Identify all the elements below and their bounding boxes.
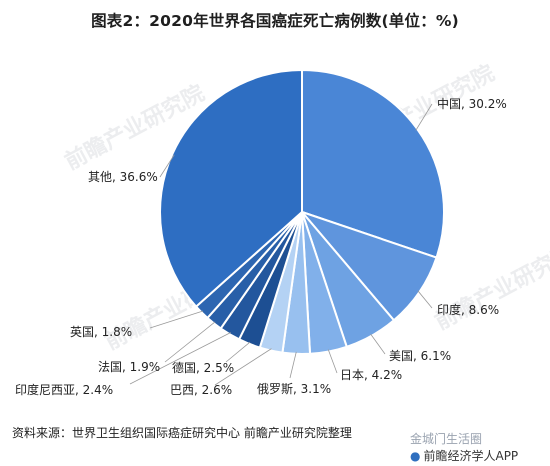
leader-line-3 bbox=[327, 349, 338, 374]
pie-slice-0 bbox=[301, 68, 445, 259]
leader-line-8 bbox=[164, 321, 216, 363]
slice-label-6: 德国, 2.5% bbox=[172, 360, 234, 375]
slice-label-3: 日本, 4.2% bbox=[340, 368, 402, 382]
app-label-text: 前瞻经济学人APP bbox=[423, 449, 519, 463]
slice-label-8: 法国, 1.9% bbox=[98, 360, 160, 374]
slice-label-2: 美国, 6.1% bbox=[389, 349, 451, 363]
pie-slices bbox=[159, 68, 445, 355]
slice-label-7: 印度尼西亚, 2.4% bbox=[15, 382, 113, 397]
source-note: 资料来源：世界卫生组织国际癌症研究中心 前瞻产业研究院整理 bbox=[12, 426, 352, 440]
leader-line-9 bbox=[149, 310, 204, 329]
leader-line-10 bbox=[159, 154, 175, 178]
leader-line-5 bbox=[214, 348, 272, 386]
chart-title: 图表2：2020年世界各国癌症死亡病例数(单位：%) bbox=[91, 12, 459, 30]
slice-label-0: 中国, 30.2% bbox=[437, 96, 507, 111]
leader-line-0 bbox=[415, 103, 433, 131]
slice-label-5: 巴西, 2.6% bbox=[170, 383, 232, 397]
app-logo-icon: ● bbox=[410, 449, 421, 463]
leader-line-6 bbox=[225, 341, 251, 363]
slice-label-9: 英国, 1.8% bbox=[70, 325, 132, 339]
bottom-watermark: 金城门生活圈 bbox=[410, 432, 483, 446]
slice-label-4: 俄罗斯, 3.1% bbox=[257, 382, 331, 396]
pie-slice-10 bbox=[159, 68, 303, 308]
slice-label-10: 其他, 36.6% bbox=[88, 170, 158, 184]
slice-label-1: 印度, 8.6% bbox=[437, 302, 499, 317]
app-label: ● 前瞻经济学人APP bbox=[410, 447, 518, 464]
leader-line-2 bbox=[370, 333, 386, 355]
leader-line-7 bbox=[129, 332, 231, 385]
leader-line-4 bbox=[289, 351, 297, 379]
watermark-2: 前瞻产业研究院 bbox=[431, 240, 550, 335]
slice-labels: 中国, 30.2% 印度, 8.6% 美国, 6.1% 日本, 4.2% 俄罗斯, 3.… bbox=[15, 96, 507, 397]
leader-lines bbox=[129, 103, 433, 386]
leader-line-1 bbox=[417, 290, 433, 309]
